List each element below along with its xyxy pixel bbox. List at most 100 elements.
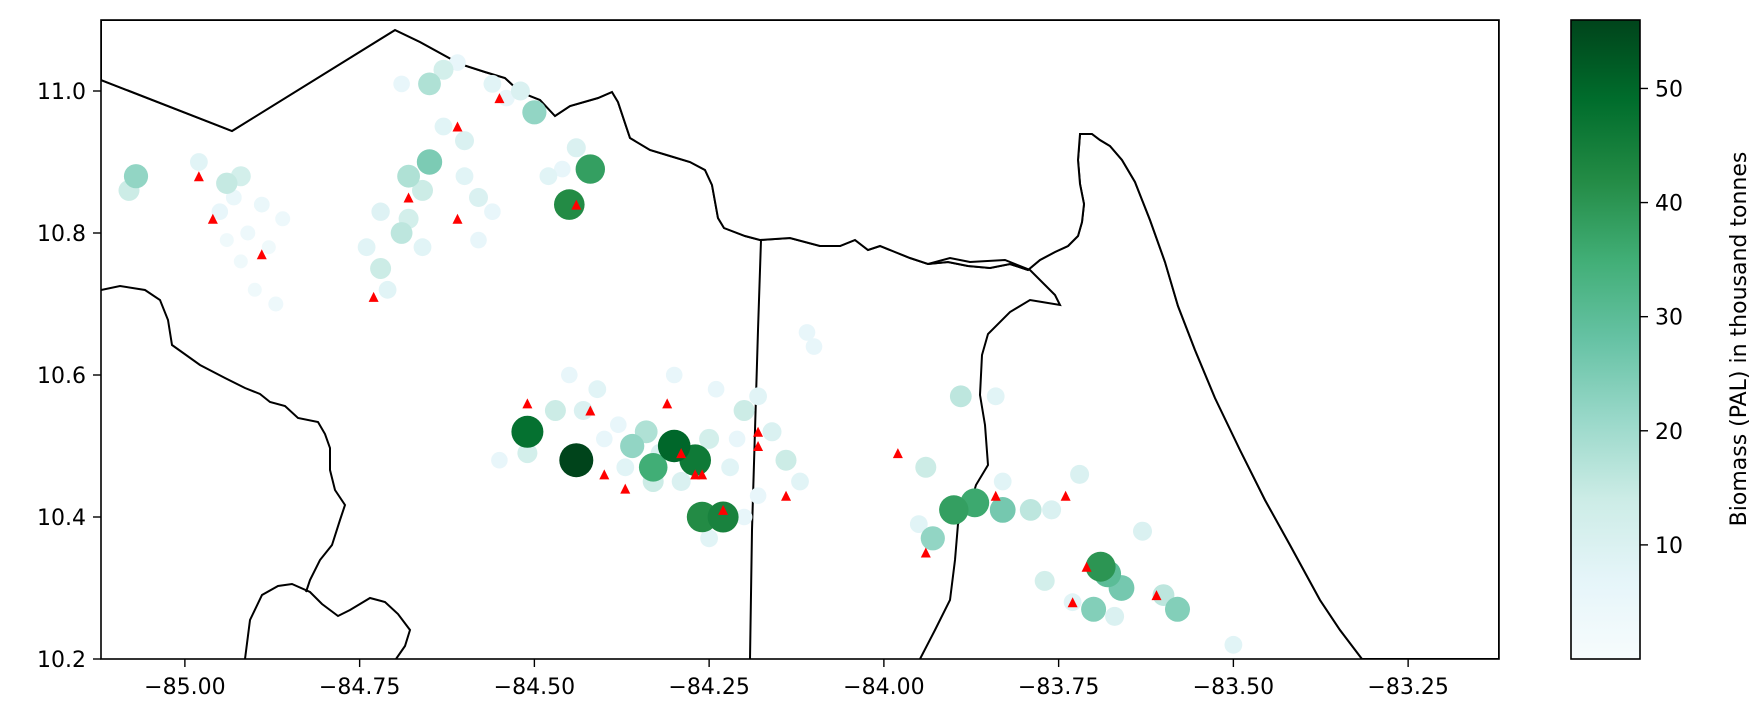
y-tick-label: 11.0 <box>37 80 86 105</box>
biomass-point <box>588 380 607 399</box>
facility-triangle-marker <box>718 504 729 515</box>
map-axes <box>100 19 1500 660</box>
biomass-point <box>775 449 797 471</box>
biomass-point <box>1105 606 1125 626</box>
biomass-point <box>511 415 544 448</box>
facility-triangle-marker <box>1060 490 1071 501</box>
border-east <box>919 256 1062 659</box>
colorbar-tick-label: 10 <box>1655 534 1683 559</box>
x-tick-label: −84.00 <box>843 675 924 700</box>
biomass-point <box>575 154 605 184</box>
biomass-point <box>539 167 558 186</box>
colorbar-ticks: 10 20 30 40 50 <box>1640 77 1683 559</box>
biomass-point <box>762 422 782 442</box>
border-west <box>101 284 347 593</box>
biomass-point <box>1085 551 1116 582</box>
biomass-point <box>190 153 208 171</box>
facility-triangle-marker <box>690 469 701 480</box>
map-layers <box>101 20 1499 659</box>
biomass-point <box>510 81 530 101</box>
biomass-point <box>522 100 547 125</box>
biomass-point <box>909 515 928 533</box>
colorbar-tick-label: 50 <box>1655 77 1683 102</box>
y-tick-label: 10.2 <box>37 648 86 673</box>
facility-triangle-marker <box>522 398 533 409</box>
biomass-point <box>216 172 238 194</box>
facility-triangle-marker <box>571 199 582 210</box>
biomass-point <box>707 501 739 533</box>
biomass-point <box>554 160 571 178</box>
x-tick-label: −83.25 <box>1367 675 1448 700</box>
biomass-point <box>1165 596 1190 622</box>
biomass-point <box>433 59 454 80</box>
biomass-point <box>455 131 474 151</box>
biomass-point <box>699 428 720 449</box>
facility-triangle-marker <box>1151 590 1162 601</box>
facility-triangle-marker <box>753 426 764 437</box>
facility-triangle-marker <box>1081 561 1092 572</box>
x-tick-label: −83.75 <box>1018 675 1099 700</box>
facility-triangle-marker <box>452 121 463 132</box>
biomass-point <box>491 451 508 469</box>
biomass-point <box>393 75 410 93</box>
y-tick-label: 10.4 <box>37 506 86 531</box>
biomass-point <box>707 380 725 398</box>
x-tick-label: −85.00 <box>144 675 225 700</box>
biomass-point <box>989 497 1016 523</box>
facility-triangle-marker <box>207 213 218 224</box>
x-tick-label: −84.75 <box>319 675 400 700</box>
biomass-point <box>253 196 270 213</box>
facility-triangle-marker <box>403 192 414 203</box>
biomass-point <box>412 179 433 201</box>
biomass-point <box>559 443 594 478</box>
colorbar-gradient <box>1570 19 1641 660</box>
biomass-point <box>566 138 586 158</box>
biomass-point <box>371 202 390 221</box>
facility-triangle-marker <box>620 483 631 494</box>
biomass-point <box>390 222 413 244</box>
biomass-point <box>798 324 816 341</box>
biomass-point <box>434 117 453 136</box>
facility-triangle-marker <box>781 490 792 501</box>
biomass-point <box>735 508 753 526</box>
biomass-point <box>470 231 487 249</box>
biomass-point <box>993 472 1012 491</box>
biomass-point <box>357 238 376 257</box>
biomass-point <box>915 456 937 478</box>
marker-layer <box>118 54 1243 654</box>
x-axis: −85.00 −84.75 −84.50 −84.25 −84.00 −83.75 −83.… <box>144 659 1449 700</box>
facility-triangle-marker <box>990 490 1001 501</box>
biomass-point <box>418 72 441 96</box>
biomass-point <box>638 453 668 482</box>
biomass-point <box>416 149 443 175</box>
border-southwest <box>244 582 412 659</box>
facility-triangle-marker <box>753 441 764 451</box>
biomass-point <box>1019 499 1042 521</box>
biomass-point <box>671 472 691 491</box>
biomass-point <box>370 258 392 279</box>
biomass-point <box>728 430 746 448</box>
biomass-point <box>449 54 466 71</box>
facility-triangle-marker <box>892 448 903 459</box>
facility-triangle-marker <box>494 93 505 104</box>
biomass-point <box>517 443 538 464</box>
x-tick-label: −83.50 <box>1193 675 1274 700</box>
biomass-point <box>805 338 823 355</box>
axes-frame <box>100 19 1500 660</box>
biomass-point <box>247 282 262 297</box>
colorbar-tick-label: 40 <box>1655 192 1683 217</box>
x-tick-label: −84.25 <box>668 675 749 700</box>
biomass-point <box>378 280 397 299</box>
biomass-point <box>1081 596 1107 622</box>
biomass-point <box>920 526 945 551</box>
biomass-point <box>275 211 291 227</box>
biomass-point <box>665 366 683 384</box>
biomass-point <box>620 433 645 459</box>
biomass-point <box>397 164 420 188</box>
biomass-point <box>610 416 627 434</box>
biomass-point <box>733 400 755 421</box>
facility-triangle-marker <box>697 469 708 480</box>
facility-triangle-marker <box>193 171 204 182</box>
biomass-point <box>240 225 256 241</box>
